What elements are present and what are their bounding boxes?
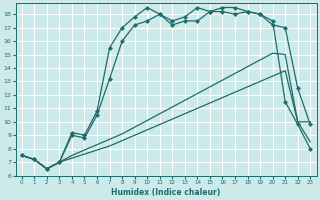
X-axis label: Humidex (Indice chaleur): Humidex (Indice chaleur) [111, 188, 221, 197]
